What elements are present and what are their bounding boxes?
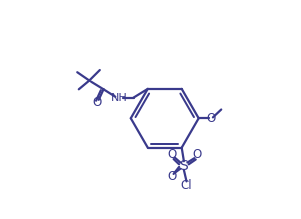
Text: Cl: Cl xyxy=(181,179,192,192)
Text: O: O xyxy=(92,96,101,109)
Text: S: S xyxy=(179,159,188,173)
Text: O: O xyxy=(167,170,176,183)
Text: O: O xyxy=(206,112,215,125)
Text: NH: NH xyxy=(111,93,128,103)
Text: O: O xyxy=(192,148,202,161)
Text: O: O xyxy=(167,148,176,161)
